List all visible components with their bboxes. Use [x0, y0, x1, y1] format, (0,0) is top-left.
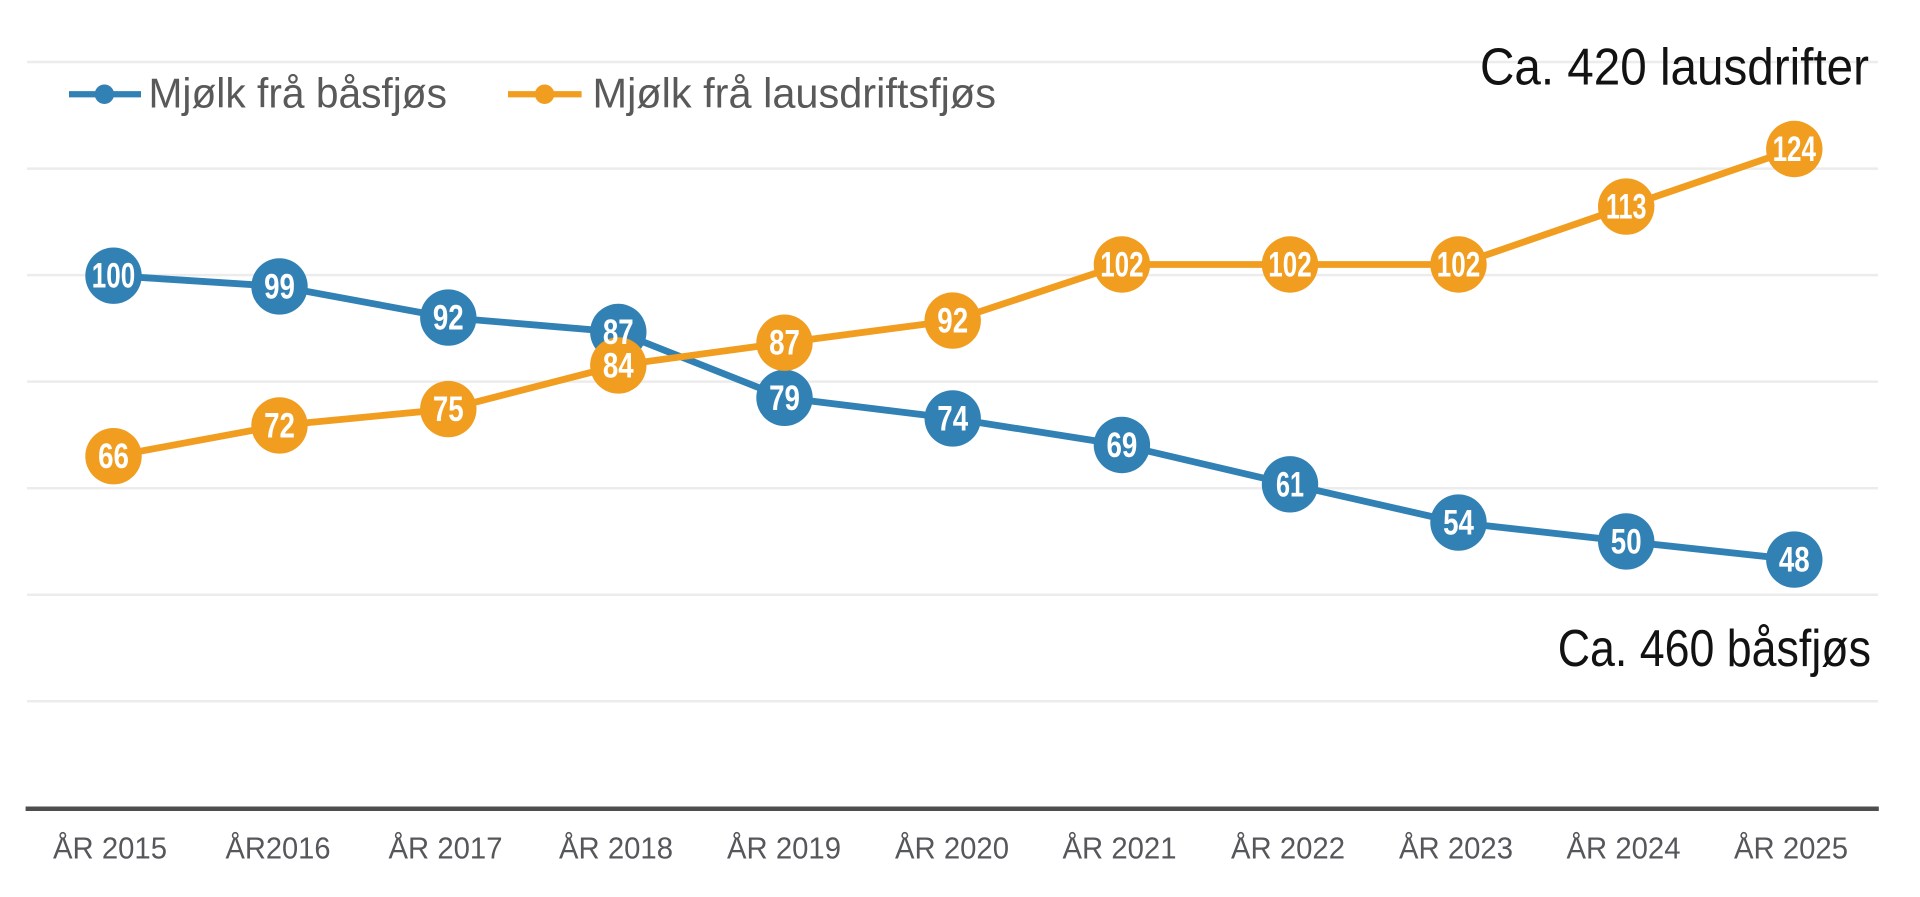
svg-text:ÅR 2015: ÅR 2015	[53, 830, 167, 865]
svg-text:48: 48	[1779, 541, 1810, 580]
svg-text:124: 124	[1773, 130, 1817, 169]
svg-text:87: 87	[603, 313, 634, 352]
svg-text:54: 54	[1443, 504, 1474, 543]
svg-text:66: 66	[98, 437, 129, 476]
svg-text:ÅR 2021: ÅR 2021	[1063, 830, 1177, 865]
svg-text:Ca. 460 båsfjøs: Ca. 460 båsfjøs	[1558, 620, 1871, 678]
svg-text:ÅR2016: ÅR2016	[226, 830, 331, 865]
svg-text:Mjølk frå båsfjøs: Mjølk frå båsfjøs	[149, 70, 448, 117]
svg-text:92: 92	[937, 302, 968, 341]
svg-text:84: 84	[603, 346, 634, 385]
svg-text:79: 79	[769, 379, 800, 418]
svg-text:ÅR 2020: ÅR 2020	[895, 830, 1009, 865]
svg-text:69: 69	[1107, 426, 1138, 465]
svg-text:ÅR 2022: ÅR 2022	[1231, 830, 1345, 865]
svg-text:ÅR 2025: ÅR 2025	[1734, 830, 1848, 865]
svg-text:99: 99	[264, 267, 295, 306]
svg-text:ÅR 2024: ÅR 2024	[1567, 830, 1681, 865]
svg-text:ÅR 2017: ÅR 2017	[389, 830, 503, 865]
svg-text:Ca. 420 lausdrifter: Ca. 420 lausdrifter	[1480, 39, 1869, 97]
svg-text:100: 100	[92, 257, 135, 296]
svg-text:75: 75	[433, 390, 464, 429]
svg-text:87: 87	[769, 324, 800, 363]
svg-text:50: 50	[1611, 522, 1642, 561]
svg-text:Mjølk frå lausdriftsfjøs: Mjølk frå lausdriftsfjøs	[593, 70, 997, 117]
svg-text:92: 92	[433, 299, 464, 338]
svg-text:ÅR 2018: ÅR 2018	[559, 830, 673, 865]
svg-text:74: 74	[937, 399, 968, 438]
svg-text:102: 102	[1437, 246, 1480, 285]
svg-text:72: 72	[264, 406, 295, 445]
svg-text:102: 102	[1268, 246, 1311, 285]
svg-text:102: 102	[1100, 246, 1143, 285]
svg-text:113: 113	[1606, 188, 1647, 227]
svg-text:ÅR 2023: ÅR 2023	[1399, 830, 1513, 865]
svg-text:ÅR 2019: ÅR 2019	[727, 830, 841, 865]
svg-text:61: 61	[1276, 465, 1304, 504]
